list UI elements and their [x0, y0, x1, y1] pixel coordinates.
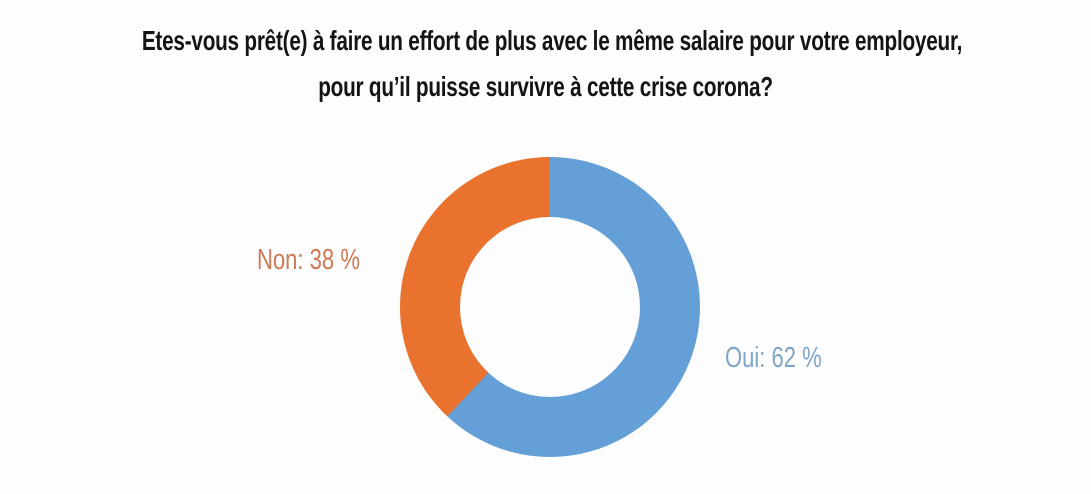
chart-title: Etes-vous prêt(e) à faire un effort de p… — [141, 18, 963, 110]
data-label-non: Non: 38 % — [257, 244, 360, 276]
donut-hole — [460, 217, 640, 397]
chart-title-line-2: pour qu’il puisse survivre à cette crise… — [318, 71, 773, 102]
chart-title-line-1: Etes-vous prêt(e) à faire un effort de p… — [141, 25, 963, 56]
donut-chart — [400, 157, 700, 457]
data-label-oui: Oui: 62 % — [725, 342, 822, 374]
